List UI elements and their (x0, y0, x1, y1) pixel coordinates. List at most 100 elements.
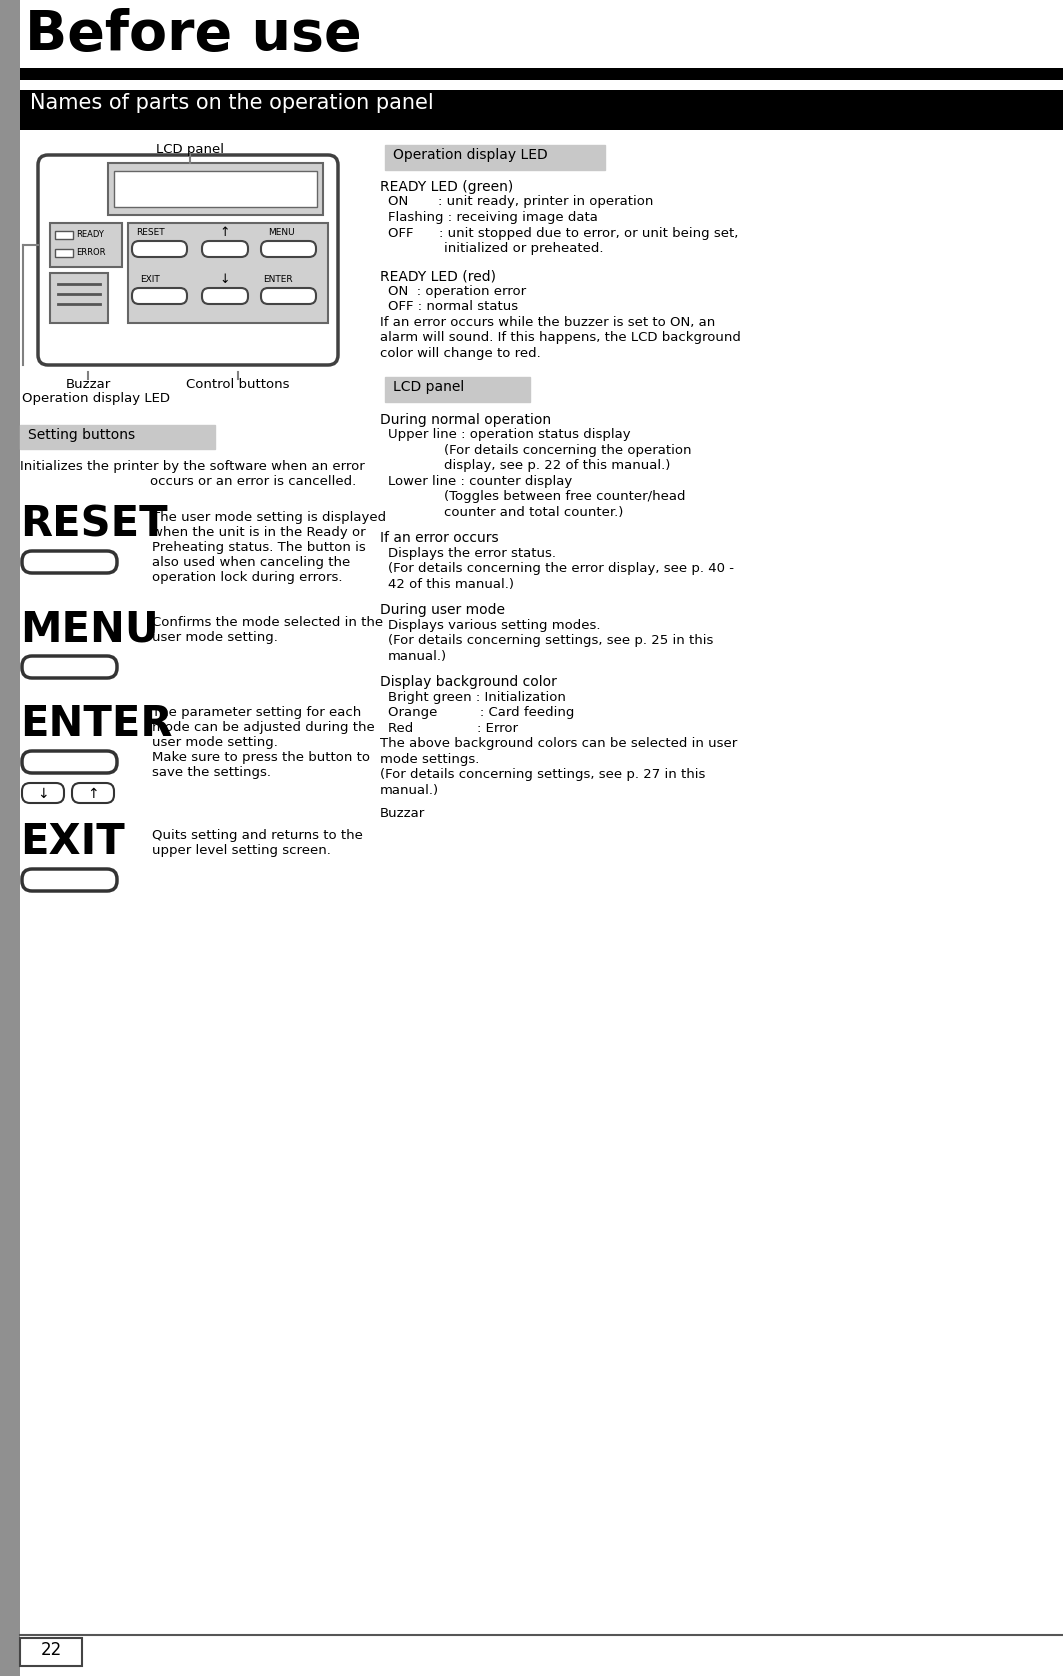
Text: Preheating status. The button is: Preheating status. The button is (152, 541, 366, 555)
FancyBboxPatch shape (38, 154, 338, 365)
FancyBboxPatch shape (132, 241, 187, 256)
FancyBboxPatch shape (22, 551, 117, 573)
Text: MENU: MENU (268, 228, 294, 236)
Text: manual.): manual.) (379, 783, 439, 796)
Text: READY LED (green): READY LED (green) (379, 179, 513, 194)
Text: upper level setting screen.: upper level setting screen. (152, 845, 331, 856)
FancyBboxPatch shape (128, 223, 328, 323)
Text: ON  : operation error: ON : operation error (388, 285, 526, 298)
FancyBboxPatch shape (0, 0, 20, 1676)
Text: Buzzar: Buzzar (66, 379, 111, 391)
Text: Upper line : operation status display: Upper line : operation status display (388, 427, 630, 441)
Text: ENTER: ENTER (263, 275, 292, 283)
Text: 22: 22 (40, 1641, 62, 1659)
Text: Buzzar: Buzzar (379, 808, 425, 820)
Text: Bright green : Initialization: Bright green : Initialization (388, 691, 566, 704)
Text: Control buttons: Control buttons (186, 379, 290, 391)
Text: Setting buttons: Setting buttons (28, 427, 135, 442)
Text: READY LED (red): READY LED (red) (379, 270, 496, 283)
Text: ↑: ↑ (87, 788, 99, 801)
Text: During normal operation: During normal operation (379, 412, 551, 426)
Text: Lower line : counter display: Lower line : counter display (388, 474, 572, 488)
Text: ↓: ↓ (220, 273, 231, 287)
Text: Initializes the printer by the software when an error: Initializes the printer by the software … (20, 459, 365, 473)
Text: Orange          : Card feeding: Orange : Card feeding (388, 706, 574, 719)
Text: The above background colors can be selected in user: The above background colors can be selec… (379, 737, 738, 749)
Text: RESET: RESET (20, 503, 168, 545)
Text: Flashing : receiving image data: Flashing : receiving image data (388, 211, 597, 225)
Text: READY: READY (75, 230, 104, 240)
Text: save the settings.: save the settings. (152, 766, 271, 779)
Text: Before use: Before use (26, 8, 361, 62)
Text: Display background color: Display background color (379, 675, 557, 689)
FancyBboxPatch shape (22, 868, 117, 892)
Text: ERROR: ERROR (75, 248, 105, 256)
FancyBboxPatch shape (22, 783, 64, 803)
Text: counter and total counter.): counter and total counter.) (444, 506, 623, 518)
Text: manual.): manual.) (388, 650, 448, 662)
FancyBboxPatch shape (385, 377, 530, 402)
Text: EXIT: EXIT (20, 821, 124, 863)
Text: user mode setting.: user mode setting. (152, 736, 277, 749)
Text: ↓: ↓ (37, 788, 49, 801)
Text: user mode setting.: user mode setting. (152, 630, 277, 644)
Text: (For details concerning the error display, see p. 40 -: (For details concerning the error displa… (388, 561, 733, 575)
Text: If an error occurs while the buzzer is set to ON, an: If an error occurs while the buzzer is s… (379, 317, 715, 328)
Text: mode can be adjusted during the: mode can be adjusted during the (152, 721, 375, 734)
Text: Quits setting and returns to the: Quits setting and returns to the (152, 830, 362, 841)
FancyBboxPatch shape (20, 1637, 82, 1666)
Text: ↑: ↑ (220, 226, 231, 240)
FancyBboxPatch shape (20, 426, 215, 449)
Text: (Toggles between free counter/head: (Toggles between free counter/head (444, 489, 686, 503)
Text: initialized or preheated.: initialized or preheated. (444, 241, 604, 255)
Text: Operation display LED: Operation display LED (393, 147, 547, 163)
FancyBboxPatch shape (261, 241, 316, 256)
FancyBboxPatch shape (202, 241, 248, 256)
Text: OFF      : unit stopped due to error, or unit being set,: OFF : unit stopped due to error, or unit… (388, 226, 739, 240)
Text: Names of parts on the operation panel: Names of parts on the operation panel (30, 92, 434, 112)
Text: EXIT: EXIT (140, 275, 159, 283)
Text: Displays the error status.: Displays the error status. (388, 546, 556, 560)
Text: The user mode setting is displayed: The user mode setting is displayed (152, 511, 386, 525)
Text: display, see p. 22 of this manual.): display, see p. 22 of this manual.) (444, 459, 671, 473)
Text: (For details concerning settings, see p. 27 in this: (For details concerning settings, see p.… (379, 768, 706, 781)
Text: occurs or an error is cancelled.: occurs or an error is cancelled. (150, 474, 356, 488)
FancyBboxPatch shape (114, 171, 317, 208)
FancyBboxPatch shape (20, 69, 1063, 80)
Text: operation lock during errors.: operation lock during errors. (152, 572, 342, 583)
Text: If an error occurs: If an error occurs (379, 531, 499, 545)
FancyBboxPatch shape (22, 655, 117, 679)
FancyBboxPatch shape (55, 250, 73, 256)
Text: ON       : unit ready, printer in operation: ON : unit ready, printer in operation (388, 196, 654, 208)
Text: (For details concerning settings, see p. 25 in this: (For details concerning settings, see p.… (388, 634, 713, 647)
Text: ENTER: ENTER (20, 702, 172, 746)
FancyBboxPatch shape (22, 751, 117, 773)
FancyBboxPatch shape (202, 288, 248, 303)
Text: LCD panel: LCD panel (156, 142, 224, 156)
Text: MENU: MENU (20, 608, 158, 650)
FancyBboxPatch shape (385, 146, 605, 169)
FancyBboxPatch shape (50, 223, 122, 266)
Text: During user mode: During user mode (379, 603, 505, 617)
FancyBboxPatch shape (20, 91, 1063, 131)
Text: when the unit is in the Ready or: when the unit is in the Ready or (152, 526, 366, 540)
FancyBboxPatch shape (261, 288, 316, 303)
FancyBboxPatch shape (132, 288, 187, 303)
Text: OFF : normal status: OFF : normal status (388, 300, 518, 313)
Text: (For details concerning the operation: (For details concerning the operation (444, 444, 692, 456)
Text: Make sure to press the button to: Make sure to press the button to (152, 751, 370, 764)
Text: Red               : Error: Red : Error (388, 721, 518, 734)
Text: LCD panel: LCD panel (393, 380, 465, 394)
Text: Operation display LED: Operation display LED (22, 392, 170, 406)
Text: Confirms the mode selected in the: Confirms the mode selected in the (152, 617, 383, 628)
Text: Displays various setting modes.: Displays various setting modes. (388, 618, 601, 632)
Text: 42 of this manual.): 42 of this manual.) (388, 578, 514, 590)
FancyBboxPatch shape (50, 273, 108, 323)
Text: color will change to red.: color will change to red. (379, 347, 541, 360)
FancyBboxPatch shape (72, 783, 114, 803)
Text: RESET: RESET (136, 228, 165, 236)
Text: The parameter setting for each: The parameter setting for each (152, 706, 361, 719)
FancyBboxPatch shape (108, 163, 323, 215)
Text: alarm will sound. If this happens, the LCD background: alarm will sound. If this happens, the L… (379, 332, 741, 345)
Text: mode settings.: mode settings. (379, 753, 479, 766)
